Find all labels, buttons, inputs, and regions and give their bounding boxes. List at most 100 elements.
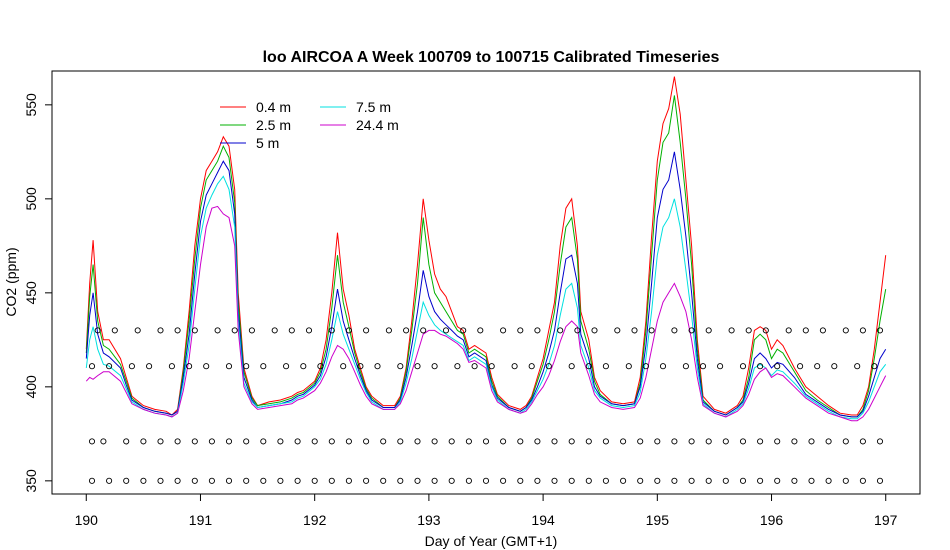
marker-point <box>157 477 164 484</box>
marker-point <box>648 327 655 334</box>
marker-point <box>134 327 141 334</box>
marker-point <box>876 438 884 445</box>
marker-point <box>157 327 164 334</box>
marker-point <box>106 477 113 484</box>
marker-point <box>511 363 518 370</box>
series-line-1 <box>85 95 887 418</box>
marker-point <box>500 438 507 445</box>
marker-point <box>654 477 661 484</box>
marker-point <box>146 363 153 370</box>
marker-point <box>186 363 193 370</box>
marker-point <box>671 438 678 445</box>
marker-point <box>363 477 370 484</box>
marker-point <box>374 363 381 370</box>
marker-point <box>614 327 621 334</box>
marker-point <box>585 438 592 445</box>
marker-point <box>568 477 575 484</box>
x-tick-label: 193 <box>417 512 441 528</box>
x-axis-label: Day of Year (GMT+1) <box>425 533 558 549</box>
marker-point <box>705 438 712 445</box>
marker-point <box>357 363 364 370</box>
marker-point <box>271 327 278 334</box>
marker-point <box>174 438 181 445</box>
marker-point <box>191 477 198 484</box>
marker-point <box>403 327 410 334</box>
marker-point <box>465 477 472 484</box>
marker-point <box>859 327 866 334</box>
marker-point <box>602 438 609 445</box>
marker-point <box>328 327 335 334</box>
marker-point <box>203 363 210 370</box>
chart-title: loo AIRCOA A Week 100709 to 100715 Calib… <box>263 49 720 66</box>
marker-point <box>682 363 689 370</box>
marker-point <box>140 438 147 445</box>
marker-point <box>294 477 301 484</box>
marker-point <box>745 327 752 334</box>
marker-point <box>305 327 313 334</box>
marker-point <box>277 438 284 445</box>
marker-point <box>448 477 455 484</box>
y-tick-label: 500 <box>23 187 39 211</box>
marker-point <box>859 477 866 484</box>
marker-point <box>317 363 324 370</box>
marker-layer <box>88 327 884 484</box>
marker-point <box>551 477 558 484</box>
marker-point <box>825 477 832 484</box>
marker-point <box>88 363 96 370</box>
marker-point <box>688 438 695 445</box>
marker-point <box>705 477 712 484</box>
marker-point <box>174 477 181 484</box>
marker-point <box>774 477 781 484</box>
marker-point <box>876 327 884 334</box>
marker-point <box>688 327 695 334</box>
marker-point <box>517 477 524 484</box>
marker-point <box>797 363 804 370</box>
marker-point <box>574 327 581 334</box>
marker-point <box>671 327 678 334</box>
marker-point <box>528 363 535 370</box>
marker-point <box>431 438 438 445</box>
marker-point <box>631 327 638 334</box>
marker-point <box>534 327 541 334</box>
series-line-0 <box>85 76 887 416</box>
marker-point <box>728 327 735 334</box>
marker-point <box>739 438 747 445</box>
marker-point <box>488 363 495 370</box>
marker-point <box>814 363 821 370</box>
y-axis: 350 400 450 500 550 <box>23 93 53 493</box>
marker-point <box>637 477 644 484</box>
marker-point <box>168 363 175 370</box>
series-line-3 <box>85 175 887 420</box>
marker-point <box>288 327 295 334</box>
marker-point <box>471 363 478 370</box>
marker-point <box>705 327 712 334</box>
marker-point <box>842 438 849 445</box>
marker-point <box>825 438 832 445</box>
marker-point <box>791 438 798 445</box>
marker-point <box>591 327 598 334</box>
marker-point <box>876 477 884 484</box>
x-tick-label: 197 <box>874 512 898 528</box>
marker-point <box>762 327 769 334</box>
marker-point <box>620 438 627 445</box>
marker-point <box>774 363 781 370</box>
marker-point <box>842 477 849 484</box>
marker-point <box>88 438 96 445</box>
marker-point <box>283 363 290 370</box>
marker-point <box>214 327 221 334</box>
legend-label: 5 m <box>256 135 279 151</box>
series-layer <box>85 76 887 422</box>
marker-point <box>482 477 490 484</box>
marker-point <box>551 438 558 445</box>
series-line-2 <box>85 151 887 418</box>
marker-point <box>225 477 233 484</box>
marker-point <box>345 477 352 484</box>
x-tick-label: 191 <box>189 512 213 528</box>
marker-point <box>625 363 632 370</box>
marker-point <box>345 438 352 445</box>
marker-point <box>454 363 461 370</box>
marker-point <box>174 327 181 334</box>
marker-point <box>225 438 233 445</box>
marker-point <box>260 363 267 370</box>
